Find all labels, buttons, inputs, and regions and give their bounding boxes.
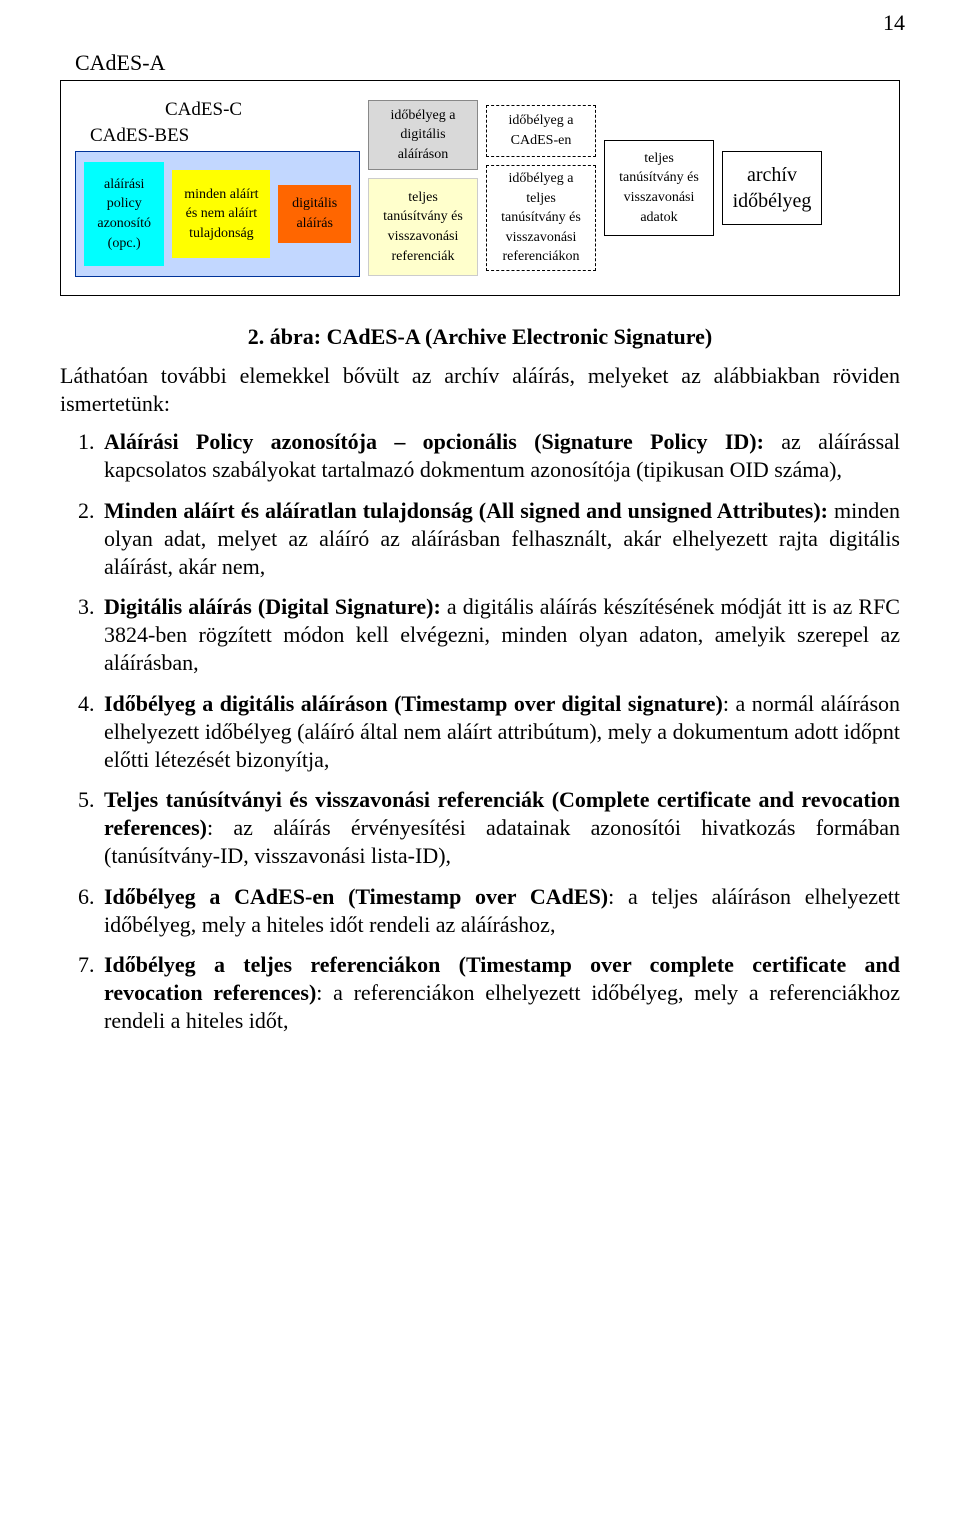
diagram-title-a: CAdES-A: [75, 50, 900, 76]
item-bold: Aláírási Policy azonosítója – opcionális…: [104, 429, 764, 454]
intro-text: Láthatóan további elemekkel bővült az ar…: [60, 362, 900, 418]
definition-list: Aláírási Policy azonosítója – opcionális…: [60, 428, 900, 1035]
cades-bes-group: CAdES-BES aláírásipolicyazonosító(opc.) …: [75, 125, 360, 277]
item-bold: Digitális aláírás (Digital Signature):: [104, 594, 441, 619]
cell-policy: aláírásipolicyazonosító(opc.): [84, 162, 164, 266]
col-dashed: időbélyeg aCAdES-en időbélyeg ateljestan…: [486, 105, 596, 271]
diagram-title-bes: CAdES-BES: [90, 125, 360, 147]
cell-refs: teljestanúsítvány ésvisszavonásireferenc…: [368, 178, 478, 276]
cell-attrs: minden aláírtés nem aláírttulajdonság: [172, 170, 270, 258]
diagram-cades-a: CAdES-C CAdES-BES aláírásipolicyazonosít…: [60, 80, 900, 296]
list-item: Minden aláírt és aláíratlan tulajdonság …: [100, 497, 900, 581]
item-bold: Minden aláírt és aláíratlan tulajdonság …: [104, 498, 828, 523]
cell-ts-cades: időbélyeg aCAdES-en: [486, 105, 596, 157]
list-item: Időbélyeg a CAdES-en (Timestamp over CAd…: [100, 883, 900, 939]
list-item: Teljes tanúsítványi és visszavonási refe…: [100, 786, 900, 870]
cell-signature: digitálisaláírás: [278, 185, 351, 243]
figure-caption: 2. ábra: CAdES-A (Archive Electronic Sig…: [60, 324, 900, 350]
list-item: Időbélyeg a teljes referenciákon (Timest…: [100, 951, 900, 1035]
list-item: Időbélyeg a digitális aláíráson (Timesta…: [100, 690, 900, 774]
cell-ts-refs: időbélyeg ateljestanúsítvány ésvisszavon…: [486, 165, 596, 271]
list-item: Aláírási Policy azonosítója – opcionális…: [100, 428, 900, 484]
cell-full-data: teljestanúsítvány ésvisszavonásiadatok: [604, 140, 714, 236]
item-bold: Időbélyeg a CAdES-en (Timestamp over CAd…: [104, 884, 608, 909]
cell-archive: archívidőbélyeg: [722, 151, 822, 225]
item-rest: : az aláírás érvényesítési adatainak azo…: [104, 815, 900, 868]
page-number: 14: [883, 10, 905, 36]
item-bold: Időbélyeg a digitális aláíráson (Timesta…: [104, 691, 723, 716]
page: 14 CAdES-A CAdES-C CAdES-BES aláírásipol…: [0, 0, 960, 1087]
diagram-title-c: CAdES-C: [165, 99, 360, 121]
cades-c-group: CAdES-C CAdES-BES aláírásipolicyazonosít…: [75, 99, 360, 277]
col-timestamp-refs: időbélyeg adigitálisaláíráson teljestanú…: [368, 100, 478, 276]
list-item: Digitális aláírás (Digital Signature): a…: [100, 593, 900, 677]
cell-ts-signature: időbélyeg adigitálisaláíráson: [368, 100, 478, 170]
bes-box: aláírásipolicyazonosító(opc.) minden alá…: [75, 151, 360, 277]
